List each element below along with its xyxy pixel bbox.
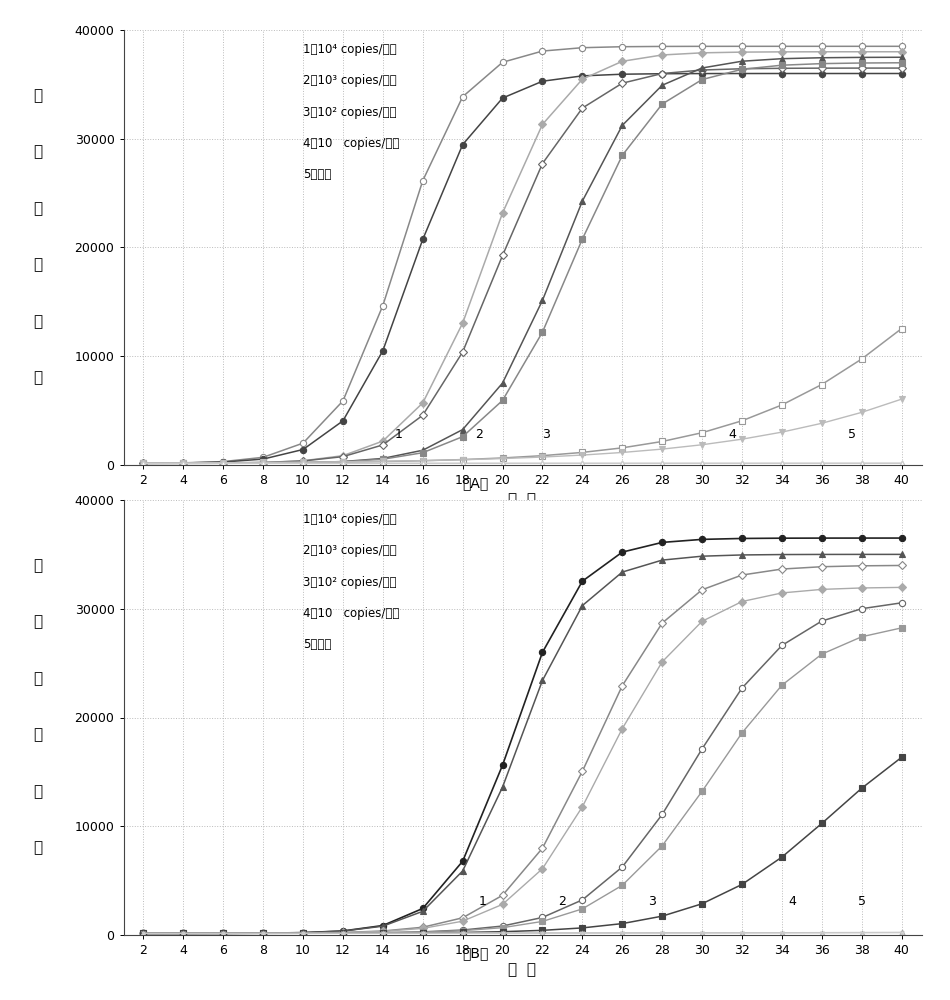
Text: 对: 对 xyxy=(33,614,43,629)
X-axis label: 循  环: 循 环 xyxy=(508,493,537,508)
Text: 1、10⁴ copies/反应: 1、10⁴ copies/反应 xyxy=(303,513,397,526)
Text: 4、10   copies/反应: 4、10 copies/反应 xyxy=(303,137,399,150)
Text: 3: 3 xyxy=(648,895,656,908)
Text: 2: 2 xyxy=(559,895,566,908)
Text: 3: 3 xyxy=(542,428,550,441)
Text: 2: 2 xyxy=(475,428,483,441)
Text: 4: 4 xyxy=(788,895,796,908)
Text: 5、阴性: 5、阴性 xyxy=(303,638,332,651)
Text: （B）: （B） xyxy=(462,946,488,960)
Text: 2、10³ copies/反应: 2、10³ copies/反应 xyxy=(303,544,397,557)
Text: 5: 5 xyxy=(847,428,856,441)
Text: 强: 强 xyxy=(33,784,43,799)
Text: 度: 度 xyxy=(33,840,43,856)
Text: 相: 相 xyxy=(33,88,43,103)
Text: 3、10² copies/反应: 3、10² copies/反应 xyxy=(303,576,396,589)
Text: 5、阴性: 5、阴性 xyxy=(303,168,332,181)
Text: 荧: 荧 xyxy=(33,201,43,216)
Text: 4、10   copies/反应: 4、10 copies/反应 xyxy=(303,607,399,620)
Text: 1: 1 xyxy=(395,428,403,441)
Text: 对: 对 xyxy=(33,144,43,159)
Text: 度: 度 xyxy=(33,370,43,385)
Text: 光: 光 xyxy=(33,727,43,742)
Text: 1、10⁴ copies/反应: 1、10⁴ copies/反应 xyxy=(303,43,397,56)
Text: 荧: 荧 xyxy=(33,671,43,686)
Text: 1: 1 xyxy=(479,895,486,908)
Text: （A）: （A） xyxy=(462,476,488,490)
Text: 光: 光 xyxy=(33,257,43,272)
Text: 4: 4 xyxy=(728,428,736,441)
Text: 3、10² copies/反应: 3、10² copies/反应 xyxy=(303,106,396,119)
Text: 相: 相 xyxy=(33,558,43,573)
Text: 2、10³ copies/反应: 2、10³ copies/反应 xyxy=(303,74,397,87)
Text: 强: 强 xyxy=(33,314,43,329)
X-axis label: 循  环: 循 环 xyxy=(508,963,537,978)
Text: 5: 5 xyxy=(858,895,865,908)
